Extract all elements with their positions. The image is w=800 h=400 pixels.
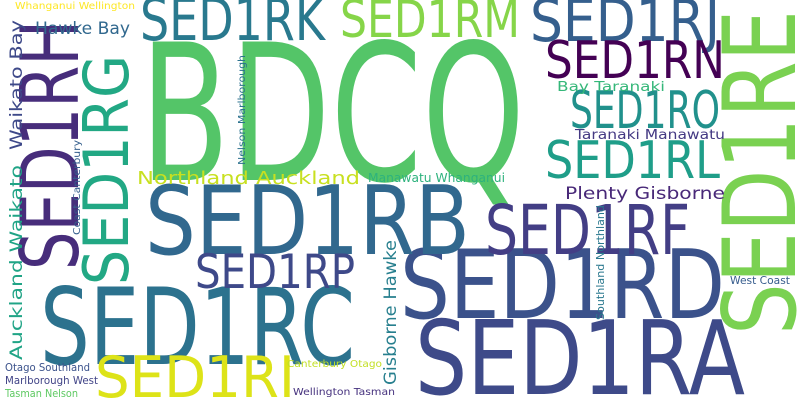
word: SED1RP (195, 245, 355, 300)
word: Waikato Bay (7, 20, 27, 150)
word: Tasman Nelson (4, 388, 78, 400)
word: SED1RB (145, 167, 470, 277)
word: Canterbury Otago (287, 359, 382, 370)
word: Manawatu Whanganui (368, 171, 505, 185)
word: SED1RH (4, 20, 97, 270)
word: Marlborough West (5, 375, 98, 387)
word: West Coast (730, 275, 790, 287)
word: Northland Auckland (137, 168, 360, 189)
word: Otago Southland (5, 362, 90, 374)
word: SED1RL (545, 131, 720, 191)
word: Auckland Waikato (7, 165, 27, 360)
word: SED1RE (702, 10, 800, 335)
word: SED1RN (545, 31, 725, 91)
word: SED1RJ (530, 0, 720, 55)
word: Bay Taranaki (557, 80, 665, 95)
word: Whanganui Wellington (15, 1, 135, 12)
word: SED1RM (340, 0, 520, 50)
word: Wellington Tasman (293, 387, 395, 398)
word: SED1RC (40, 266, 355, 390)
word: SED1RK (140, 0, 326, 54)
word: Hawke Bay (35, 19, 130, 39)
word: Plenty Gisborne (565, 184, 725, 204)
word: SED1RD (400, 231, 725, 341)
word: Taranaki Manawatu (574, 128, 725, 143)
word: Coast Canterbury (72, 140, 83, 235)
word: BDCQ (140, 4, 525, 225)
word: Gisborne Hawke (381, 240, 401, 385)
word: SED1RA (415, 300, 745, 400)
word: SED1RI (95, 345, 295, 400)
word: Southland Northland (595, 205, 607, 320)
word: SED1RG (70, 55, 143, 285)
word: SED1RF (485, 192, 690, 271)
word: SED1RO (570, 81, 720, 141)
word: Nelson Marlborough (237, 55, 248, 165)
